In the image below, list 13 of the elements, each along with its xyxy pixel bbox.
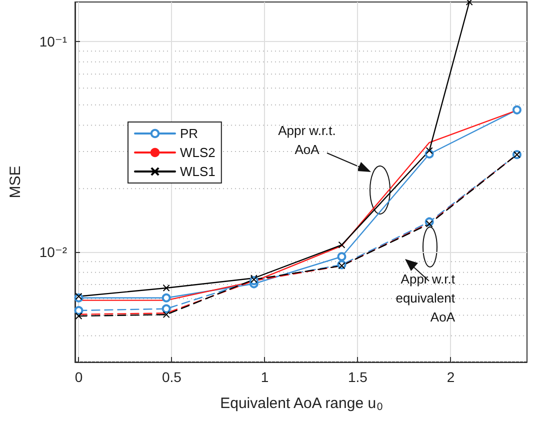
x-tick-label: 0.5 bbox=[162, 369, 182, 385]
y-tick-label: 10⁻¹ bbox=[39, 33, 68, 50]
legend-label: WLS2 bbox=[180, 145, 216, 160]
x-tick-label: 2 bbox=[446, 369, 455, 385]
annotation: Appr w.r.t equivalent AoA bbox=[396, 272, 456, 324]
y-axis-title: MSE bbox=[7, 166, 24, 198]
x-tick-label: 1 bbox=[260, 369, 269, 385]
x-tick-label: 1.5 bbox=[348, 369, 368, 385]
annotation: Appr w.r.t. AoA bbox=[278, 123, 336, 157]
legend-label: PR bbox=[180, 126, 198, 141]
y-tick-label: 10⁻² bbox=[39, 244, 68, 260]
legend-label: WLS1 bbox=[180, 164, 216, 179]
x-tick-label: 0 bbox=[74, 369, 83, 385]
